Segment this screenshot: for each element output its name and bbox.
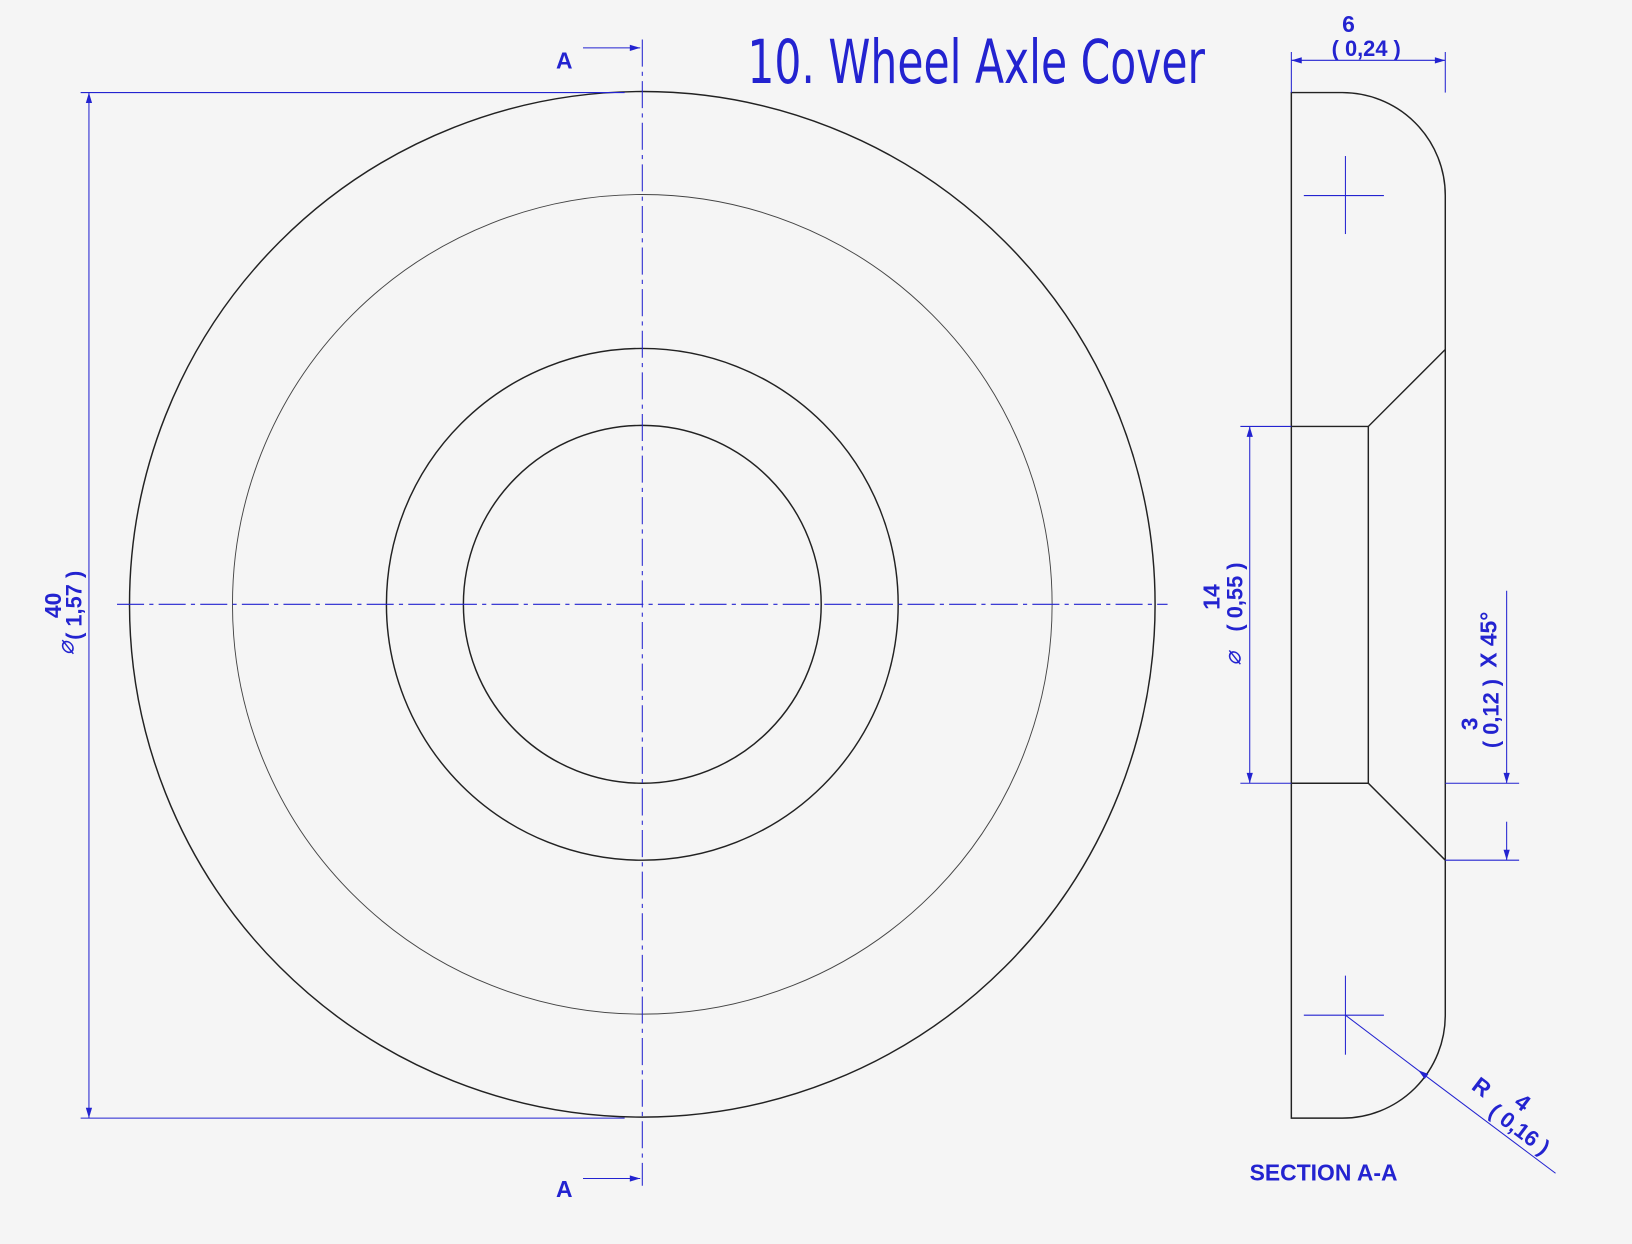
dim-symbol: ⌀ [1219,650,1245,666]
chamfer-dim: 3 ( 0,12 ) X 45° [1445,590,1520,861]
dim-inch: ( 1,57 ) [62,571,87,640]
dim-value: 6 [1342,11,1355,37]
thickness-dim: 6 ( 0,24 ) [1290,11,1446,93]
title: 10. Wheel Axle Cover [747,28,1205,98]
dim-value: 40 [40,593,66,618]
outer-diameter-dim: ⌀ 40 ( 1,57 ) [40,92,625,1119]
dim-value: 14 [1199,584,1225,610]
dim-symbol: ⌀ [52,639,78,655]
section-view [1290,91,1447,1119]
section-mark: A [556,1176,573,1202]
dim-value: 3 [1457,718,1483,731]
front-view [117,39,1168,1186]
dim-angle: X 45° [1475,612,1501,668]
section-mark: A [556,48,573,74]
bore-diameter-dim: ⌀ 14 ( 0,55 ) [1199,425,1292,784]
section-label: SECTION A-A [1250,1160,1398,1186]
dim-inch: ( 0,55 ) [1222,562,1247,631]
dim-inch: ( 0,24 ) [1332,36,1401,61]
dim-inch: ( 0,12 ) [1478,679,1503,748]
